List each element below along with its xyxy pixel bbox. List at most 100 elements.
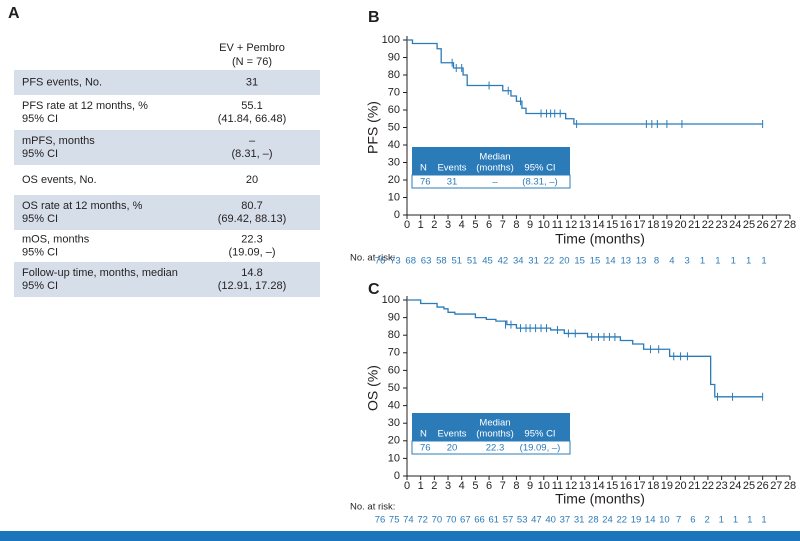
y-tick-label: 30 (388, 417, 400, 429)
at-risk-count: 66 (474, 515, 485, 526)
at-risk-count: 22 (544, 256, 555, 267)
x-tick-label: 18 (647, 480, 659, 492)
row-shade (14, 195, 320, 230)
at-risk-count: 1 (761, 256, 766, 267)
at-risk-count: 1 (719, 515, 724, 526)
at-risk-count: 1 (731, 256, 736, 267)
at-risk-count: 7 (676, 515, 681, 526)
row-value: 31 (246, 76, 258, 88)
x-tick-label: 27 (770, 480, 782, 492)
x-tick-label: 19 (661, 480, 673, 492)
y-tick-label: 50 (388, 121, 400, 133)
x-tick-label: 18 (647, 219, 659, 231)
x-tick-label: 11 (552, 480, 563, 492)
x-tick-label: 24 (729, 219, 741, 231)
y-tick-label: 20 (388, 435, 400, 447)
at-risk-count: 1 (715, 256, 720, 267)
y-tick-label: 0 (394, 209, 400, 221)
x-tick-label: 8 (513, 480, 519, 492)
row-label: mPFS, months (22, 135, 95, 147)
x-tick-label: 2 (431, 219, 437, 231)
table-header: (N = 76) (232, 56, 272, 68)
at-risk-count: 15 (574, 256, 585, 267)
x-axis-label: Time (months) (555, 491, 645, 507)
y-axis-label: PFS (%) (365, 101, 381, 154)
y-tick-label: 100 (382, 34, 400, 46)
x-tick-label: 10 (538, 219, 550, 231)
inset-row (411, 174, 571, 189)
risk-label: No. at risk: (350, 253, 395, 264)
x-tick-label: 1 (418, 219, 424, 231)
survival-curve (407, 39, 763, 125)
inset-header-text: (months) (476, 163, 513, 174)
panel-label: C (368, 281, 380, 298)
x-tick-label: 6 (486, 219, 492, 231)
x-axis-label: Time (months) (555, 231, 645, 247)
x-tick-label: 28 (784, 219, 796, 231)
inset-cell: – (492, 177, 498, 188)
row-value: (41.84, 66.48) (218, 113, 287, 125)
at-risk-count: 42 (498, 256, 509, 267)
at-risk-count: 51 (452, 256, 463, 267)
row-value: (8.31, –) (232, 148, 273, 160)
x-tick-label: 12 (565, 480, 577, 492)
inset-header-text: N (420, 163, 427, 174)
y-tick-label: 100 (382, 294, 400, 306)
at-risk-count: 1 (746, 256, 751, 267)
at-risk-count: 51 (467, 256, 478, 267)
at-risk-count: 14 (605, 256, 616, 267)
at-risk-count: 58 (436, 256, 447, 267)
inset-header-text: N (420, 429, 427, 440)
y-tick-label: 70 (388, 347, 400, 359)
inset-header-text: 95% CI (524, 429, 555, 440)
at-risk-count: 1 (700, 256, 705, 267)
at-risk-count: 37 (560, 515, 571, 526)
row-label: 95% CI (22, 213, 58, 225)
x-tick-label: 13 (579, 480, 591, 492)
row-value: 80.7 (241, 200, 262, 212)
inset-row (411, 440, 571, 455)
at-risk-count: 13 (620, 256, 631, 267)
x-tick-label: 22 (702, 219, 714, 231)
x-tick-label: 17 (633, 219, 645, 231)
at-risk-count: 61 (488, 515, 499, 526)
at-risk-count: 45 (482, 256, 493, 267)
at-risk-count: 68 (405, 256, 416, 267)
row-label: 95% CI (22, 148, 58, 160)
x-tick-label: 2 (431, 480, 437, 492)
x-tick-label: 13 (579, 219, 591, 231)
at-risk-count: 1 (761, 515, 766, 526)
row-label: Follow-up time, months, median (22, 267, 178, 279)
at-risk-count: 22 (616, 515, 627, 526)
y-tick-label: 40 (388, 139, 400, 151)
at-risk-count: 47 (531, 515, 542, 526)
x-tick-label: 8 (513, 219, 519, 231)
inset-cell: (8.31, –) (522, 177, 557, 188)
at-risk-count: 31 (574, 515, 585, 526)
x-tick-label: 10 (538, 480, 550, 492)
inset-cell: 31 (447, 177, 458, 188)
footer-bar (0, 531, 800, 541)
at-risk-count: 76 (375, 515, 386, 526)
x-tick-label: 17 (633, 480, 645, 492)
row-label: 95% CI (22, 246, 58, 258)
y-tick-label: 10 (388, 452, 400, 464)
x-tick-label: 22 (702, 480, 714, 492)
row-label: OS events, No. (22, 174, 97, 186)
x-tick-label: 5 (472, 219, 478, 231)
risk-label: No. at risk: (350, 502, 395, 513)
y-tick-label: 40 (388, 400, 400, 412)
x-tick-label: 3 (445, 480, 451, 492)
x-tick-label: 15 (606, 219, 618, 231)
row-value: 20 (246, 174, 258, 186)
at-risk-count: 57 (503, 515, 514, 526)
x-tick-label: 3 (445, 219, 451, 231)
y-tick-label: 20 (388, 174, 400, 186)
x-tick-label: 19 (661, 219, 673, 231)
x-tick-label: 28 (784, 480, 796, 492)
at-risk-count: 76 (375, 256, 386, 267)
panel-label: A (8, 5, 20, 22)
x-tick-label: 7 (500, 480, 506, 492)
at-risk-count: 8 (654, 256, 659, 267)
